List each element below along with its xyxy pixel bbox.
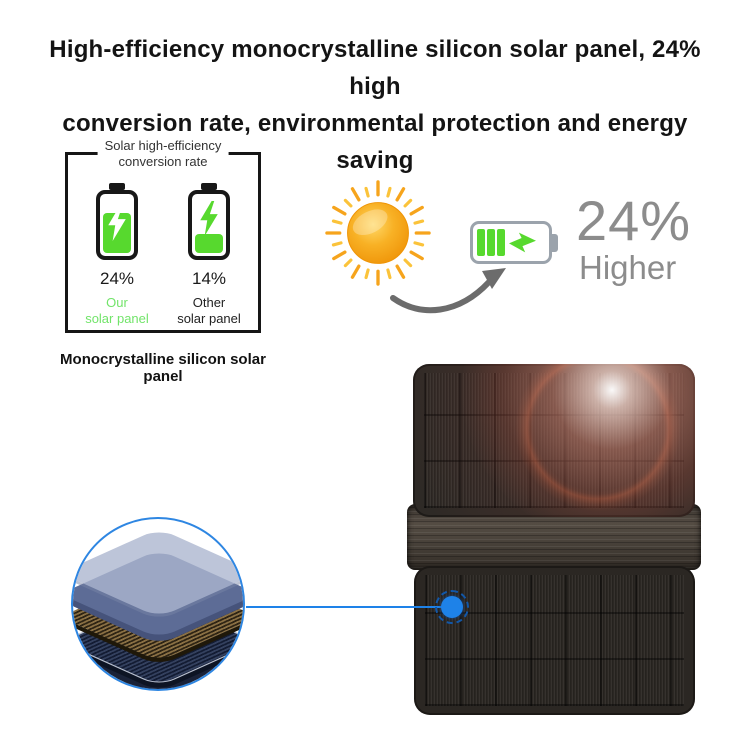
headline: High-efficiency monocrystalline silicon … (25, 31, 725, 179)
other-percent: 14% (191, 269, 227, 288)
charge-bar (487, 229, 495, 256)
charge-bar (497, 229, 505, 256)
lightning-bolt-icon (107, 205, 128, 242)
charge-bar (477, 229, 485, 256)
conversion-rate-comparison-box: Solar high-efficiency conversion rate 24… (65, 138, 261, 333)
curved-arrow-icon (390, 268, 506, 314)
headline-line2: conversion rate, environmental protectio… (62, 110, 688, 174)
benefit-text: 24% Higher (576, 193, 691, 286)
battery-icon-other (188, 190, 230, 260)
solar-cells-grid (425, 575, 684, 706)
lightning-bolt-icon (199, 199, 220, 238)
sun-rays (325, 180, 431, 286)
benefit-label: Higher (579, 249, 677, 286)
callout-dot (441, 596, 463, 618)
comparison-columns: 24% Our solar panel 14% Other solar pane… (68, 190, 258, 327)
layer-zoom-circle (71, 517, 245, 691)
solar-panel-bottom (414, 566, 695, 715)
benefit-value: 24% (576, 189, 692, 252)
other-panel-label: Other solar panel (177, 295, 241, 326)
our-panel-column: 24% Our solar panel (74, 190, 160, 327)
battery-fill (195, 234, 223, 253)
charging-battery-icon (470, 221, 552, 264)
our-percent: 24% (99, 269, 135, 288)
sun-icon (325, 180, 431, 286)
callout-line (246, 606, 442, 608)
caption: Monocrystalline silicon solar panel (60, 351, 266, 385)
callout-dot-ring (435, 590, 469, 624)
battery-icon-ours (96, 190, 138, 260)
solar-panel-photo (407, 363, 701, 716)
other-panel-column: 14% Other solar panel (166, 190, 252, 327)
solar-panel-top (413, 364, 695, 517)
headline-line1: High-efficiency monocrystalline silicon … (49, 36, 701, 100)
comparison-title: Solar high-efficiency conversion rate (97, 138, 229, 170)
our-panel-label: Our solar panel (85, 295, 149, 326)
lightning-bolt-icon (509, 232, 536, 253)
solar-cells-grid (424, 373, 684, 508)
